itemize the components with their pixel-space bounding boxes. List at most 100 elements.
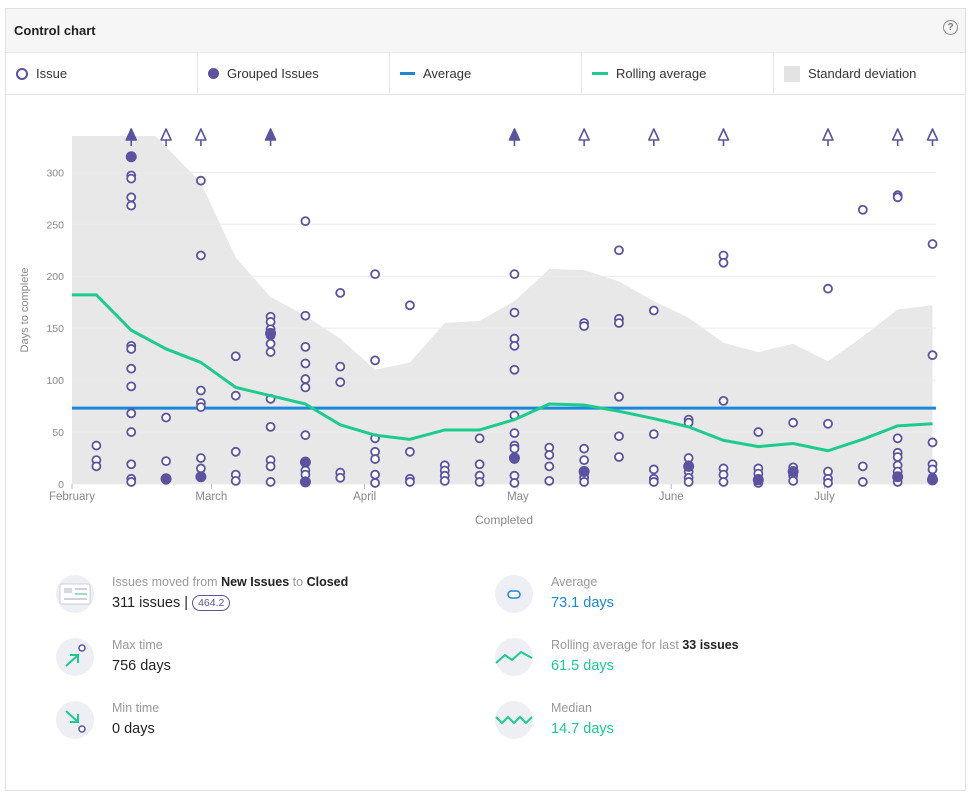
grouped-issue-point[interactable]	[265, 327, 277, 339]
issue-point[interactable]	[857, 461, 868, 472]
overflow-arrow-icon[interactable]	[822, 128, 834, 141]
issue-point[interactable]	[230, 351, 241, 362]
issue-point[interactable]	[405, 446, 415, 457]
issue-point[interactable]	[892, 192, 903, 203]
issue-point[interactable]	[300, 382, 311, 393]
issue-point[interactable]	[230, 446, 241, 457]
issue-point[interactable]	[439, 475, 450, 486]
grouped-issue-point[interactable]	[299, 476, 311, 488]
issue-point[interactable]	[161, 412, 171, 423]
issue-point[interactable]	[579, 321, 590, 332]
grouped-issue-point[interactable]	[508, 452, 520, 464]
grouped-issue-point[interactable]	[683, 460, 695, 472]
grouped-issue-point[interactable]	[578, 466, 590, 478]
issue-point[interactable]	[927, 350, 938, 361]
issue-point[interactable]	[126, 192, 137, 203]
overflow-arrow-icon[interactable]	[160, 128, 172, 141]
issue-point[interactable]	[126, 344, 137, 354]
grouped-issue-point[interactable]	[125, 151, 137, 163]
issue-point[interactable]	[405, 477, 415, 487]
issue-point[interactable]	[126, 477, 137, 487]
overflow-arrow-icon[interactable]	[125, 128, 138, 141]
legend-rolling[interactable]: Rolling average	[582, 53, 774, 94]
issue-point[interactable]	[614, 318, 624, 328]
issue-point[interactable]	[370, 469, 380, 480]
issue-point[interactable]	[196, 385, 206, 396]
overflow-arrow-icon[interactable]	[195, 128, 207, 141]
overflow-arrow-icon[interactable]	[264, 128, 277, 141]
issue-point[interactable]	[579, 443, 590, 454]
overflow-arrow-icon[interactable]	[717, 128, 730, 141]
issue-point[interactable]	[265, 421, 276, 432]
issue-point[interactable]	[544, 475, 555, 486]
legend-issue[interactable]: Issue	[6, 53, 198, 94]
legend-stddev[interactable]: Standard deviation	[774, 53, 965, 94]
issue-point[interactable]	[196, 250, 206, 261]
overflow-arrow-icon[interactable]	[926, 128, 939, 141]
issue-point[interactable]	[927, 239, 938, 249]
issue-point[interactable]	[196, 175, 206, 186]
issue-point[interactable]	[126, 408, 137, 419]
issue-point[interactable]	[335, 287, 346, 298]
issue-point[interactable]	[370, 355, 380, 366]
issue-point[interactable]	[126, 363, 137, 374]
issue-point[interactable]	[265, 347, 276, 357]
issue-point[interactable]	[892, 452, 903, 462]
issue-point[interactable]	[927, 437, 938, 448]
issue-point[interactable]	[196, 463, 206, 474]
help-icon[interactable]: ?	[943, 20, 958, 35]
issue-point[interactable]	[509, 269, 520, 280]
issue-point[interactable]	[474, 477, 485, 487]
issue-point[interactable]	[579, 455, 590, 466]
issue-point[interactable]	[509, 364, 520, 375]
issue-point[interactable]	[265, 477, 276, 487]
issue-point[interactable]	[405, 300, 415, 311]
grouped-issue-point[interactable]	[892, 471, 904, 483]
issue-point[interactable]	[91, 461, 102, 472]
issue-point[interactable]	[509, 443, 520, 454]
issue-point[interactable]	[370, 478, 380, 488]
grouped-issue-point[interactable]	[299, 456, 311, 468]
grouped-issue-point[interactable]	[927, 474, 939, 486]
control-chart-plot[interactable]: 0 50 100 150 200 250 300 February March April May J…	[6, 94, 965, 544]
issue-point[interactable]	[544, 450, 555, 460]
issue-point[interactable]	[857, 204, 868, 215]
legend-average[interactable]: Average	[390, 53, 582, 94]
issue-point[interactable]	[648, 464, 659, 475]
issue-point[interactable]	[300, 430, 311, 441]
issue-point[interactable]	[230, 390, 241, 401]
issue-point[interactable]	[91, 440, 102, 451]
grouped-issue-point[interactable]	[787, 466, 799, 478]
issue-point[interactable]	[370, 269, 380, 280]
overflow-arrow-icon[interactable]	[891, 128, 904, 141]
overflow-arrow-icon[interactable]	[508, 128, 521, 141]
issue-point[interactable]	[230, 475, 241, 486]
issue-point[interactable]	[300, 358, 311, 369]
issue-point[interactable]	[300, 341, 311, 352]
issue-point[interactable]	[474, 459, 485, 470]
grouped-issue-point[interactable]	[160, 473, 172, 485]
overflow-arrow-icon[interactable]	[648, 128, 660, 141]
issue-point[interactable]	[648, 305, 659, 316]
issue-point[interactable]	[265, 338, 276, 349]
issue-point[interactable]	[370, 454, 380, 464]
issue-point[interactable]	[753, 427, 764, 437]
issue-point[interactable]	[579, 477, 590, 487]
overflow-arrow-icon[interactable]	[578, 128, 590, 141]
issue-point[interactable]	[335, 377, 346, 388]
issue-point[interactable]	[718, 477, 729, 487]
issue-point[interactable]	[614, 391, 624, 402]
issue-point[interactable]	[788, 475, 799, 486]
issue-point[interactable]	[126, 427, 137, 437]
issue-point[interactable]	[509, 340, 520, 351]
issue-point[interactable]	[126, 381, 137, 392]
issue-point[interactable]	[544, 461, 555, 472]
issue-point[interactable]	[683, 477, 694, 487]
issue-point[interactable]	[126, 200, 137, 211]
issue-point[interactable]	[509, 478, 520, 488]
issue-point[interactable]	[614, 452, 624, 462]
issue-point[interactable]	[892, 433, 903, 444]
issue-point[interactable]	[126, 459, 137, 470]
issue-point[interactable]	[823, 478, 833, 488]
issue-point[interactable]	[614, 245, 624, 256]
